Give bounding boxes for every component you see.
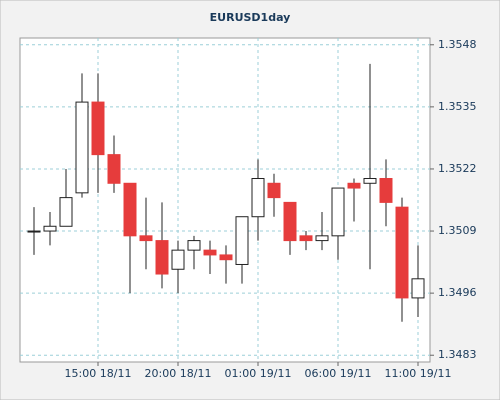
x-tick-label: 20:00 18/11	[145, 367, 212, 380]
candle-body	[379, 178, 393, 203]
candle-body	[139, 235, 153, 242]
chart-title: EURUSD1day	[210, 11, 291, 24]
y-tick-label: 1.3509	[438, 224, 477, 237]
candle-body	[395, 206, 409, 299]
y-tick-label: 1.3548	[438, 38, 477, 51]
x-tick-label: 01:00 19/11	[225, 367, 292, 380]
x-tick-label: 11:00 19/11	[385, 367, 452, 380]
x-tick-label: 06:00 19/11	[305, 367, 372, 380]
y-tick-label: 1.3535	[438, 100, 477, 113]
candle-body	[331, 187, 345, 237]
candle-body	[91, 101, 105, 156]
candle-body	[411, 278, 425, 299]
candle-body	[155, 240, 169, 275]
candle-body	[59, 197, 73, 227]
candle-body	[235, 216, 249, 265]
candle-body	[43, 225, 57, 232]
candle-body	[171, 249, 185, 270]
candle-body	[347, 182, 361, 189]
y-tick-label: 1.3496	[438, 286, 477, 299]
candle-body	[267, 182, 281, 199]
y-tick-label: 1.3483	[438, 348, 477, 361]
candle-body	[251, 178, 265, 218]
candle-body	[283, 201, 297, 242]
candle-body	[123, 182, 137, 237]
candle-body	[107, 154, 121, 184]
candle-body	[315, 235, 329, 242]
candle-body	[187, 240, 201, 251]
candle-body	[75, 101, 89, 194]
x-tick-label: 15:00 18/11	[65, 367, 132, 380]
candle-body	[27, 230, 41, 233]
candle-body	[203, 249, 217, 256]
plot-area	[19, 37, 431, 363]
candle-body	[299, 235, 313, 242]
candle-body	[363, 178, 377, 184]
y-tick-label: 1.3522	[438, 162, 477, 175]
candle-body	[219, 254, 233, 261]
